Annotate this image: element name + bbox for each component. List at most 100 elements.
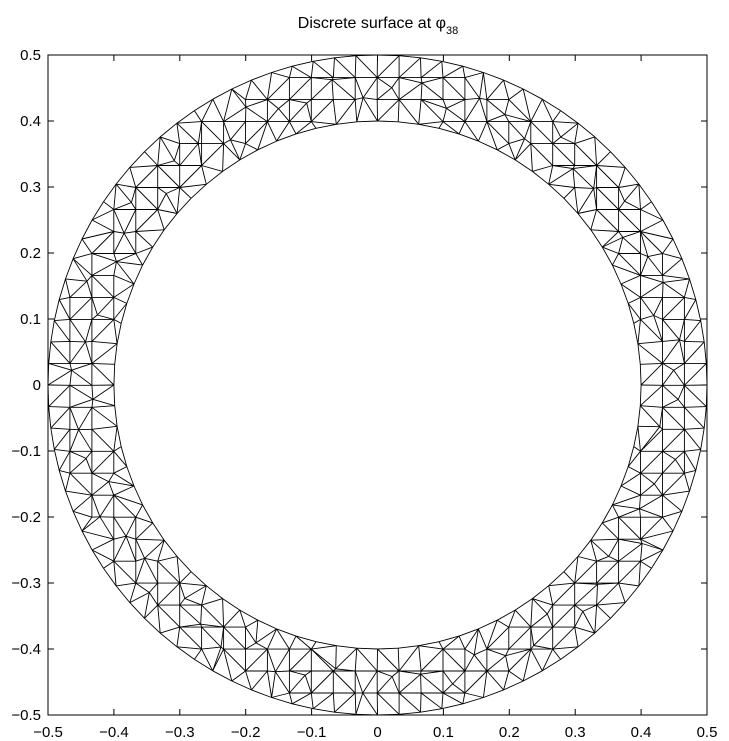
mesh-edge <box>421 77 444 84</box>
mesh-edge <box>639 495 641 509</box>
mesh-edge <box>681 258 690 280</box>
mesh-edge <box>602 516 619 524</box>
mesh-edge <box>662 274 690 280</box>
mesh-edge <box>148 582 159 593</box>
mesh-edge <box>166 187 180 194</box>
mesh-edge <box>398 77 423 84</box>
mesh-edge <box>662 369 675 386</box>
mesh-edge <box>157 193 167 210</box>
mesh-edge <box>441 60 463 67</box>
mesh-edge <box>85 341 93 364</box>
mesh-edge <box>239 609 259 621</box>
mesh-edge <box>223 106 247 122</box>
mesh-edge <box>91 297 98 316</box>
mesh-edge <box>391 77 400 88</box>
mesh-edge <box>486 670 504 691</box>
mesh-edge <box>610 602 626 619</box>
x-tick-label: 0 <box>373 724 381 741</box>
mesh-edge <box>399 711 421 715</box>
mesh-edge <box>331 79 356 100</box>
mesh-edge <box>620 283 641 298</box>
y-tick-label: 0.4 <box>20 113 41 130</box>
mesh-edge <box>257 619 277 630</box>
mesh-edge <box>206 171 223 185</box>
mesh-edge <box>530 648 543 672</box>
mesh-edge <box>420 692 422 713</box>
mesh-edge <box>662 253 683 260</box>
mesh-edge <box>304 674 312 694</box>
mesh-edge <box>176 123 181 144</box>
x-tick-label: −0.4 <box>99 724 129 741</box>
mesh-edge <box>683 473 690 492</box>
mesh-edge <box>255 628 277 644</box>
mesh-edge <box>312 60 334 78</box>
mesh-edge <box>640 538 664 551</box>
mesh-edge <box>662 490 690 496</box>
mesh-edge <box>618 508 640 518</box>
mesh-edge <box>331 79 334 100</box>
mesh-edge <box>354 648 358 672</box>
mesh-edge <box>103 568 117 587</box>
mesh-edge <box>420 708 442 713</box>
mesh-edge <box>679 339 685 342</box>
mesh-edge <box>508 609 516 628</box>
x-tick-label: 0.1 <box>433 724 454 741</box>
mesh-edge <box>651 201 664 221</box>
mesh-edge <box>245 143 259 151</box>
mesh-edge <box>637 343 663 364</box>
mesh-edge <box>295 121 312 135</box>
mesh-edge <box>201 646 222 650</box>
mesh-edge <box>659 407 663 427</box>
mesh-edge <box>640 274 664 283</box>
mesh-edge <box>251 79 268 100</box>
mesh-edge <box>477 628 488 650</box>
mesh-edge <box>276 133 297 142</box>
mesh-edge <box>560 136 575 145</box>
mesh-edge <box>703 341 707 364</box>
mesh-edge <box>574 123 579 144</box>
mesh-edge <box>622 237 641 254</box>
mesh-edge <box>85 458 93 474</box>
mesh-edge <box>120 446 128 467</box>
mesh-edge <box>133 485 144 506</box>
mesh-edge <box>684 406 707 408</box>
mesh-edge <box>194 648 202 660</box>
mesh-edge <box>201 98 214 122</box>
mesh-edge <box>289 670 306 676</box>
mesh-edge <box>50 340 70 343</box>
mesh-edge <box>496 609 516 621</box>
mesh-edge <box>479 98 488 122</box>
mesh-edge <box>496 143 510 151</box>
mesh-edge <box>458 133 479 142</box>
mesh-edge <box>50 427 70 430</box>
mesh-edge <box>662 494 683 512</box>
mesh-edge <box>310 692 314 709</box>
mesh-edge <box>362 670 378 694</box>
mesh-edge <box>116 426 122 447</box>
mesh-edge <box>152 229 165 248</box>
mesh-edge <box>684 451 697 471</box>
mesh-edge <box>590 538 619 541</box>
mesh-edge <box>97 297 115 316</box>
mesh-edge <box>288 635 297 650</box>
mesh-edge <box>508 99 532 122</box>
mesh-edge <box>593 165 598 189</box>
mesh-edge <box>574 582 598 585</box>
mesh-edge <box>638 184 641 210</box>
mesh-edge <box>532 585 549 599</box>
mesh-edge <box>99 516 115 540</box>
mesh-edge <box>647 256 663 276</box>
mesh-edge <box>572 165 576 169</box>
mesh-edge <box>144 151 159 166</box>
mesh-edge <box>577 213 592 231</box>
mesh-edge <box>560 110 579 124</box>
mesh-edge <box>684 469 696 474</box>
mesh-edge <box>441 692 444 709</box>
mesh-edge <box>131 202 137 210</box>
mesh-edge <box>458 628 479 637</box>
mesh-edge <box>624 585 640 603</box>
mesh-edge <box>201 648 214 672</box>
mesh-edge <box>418 645 444 650</box>
mesh-edge <box>675 450 685 460</box>
